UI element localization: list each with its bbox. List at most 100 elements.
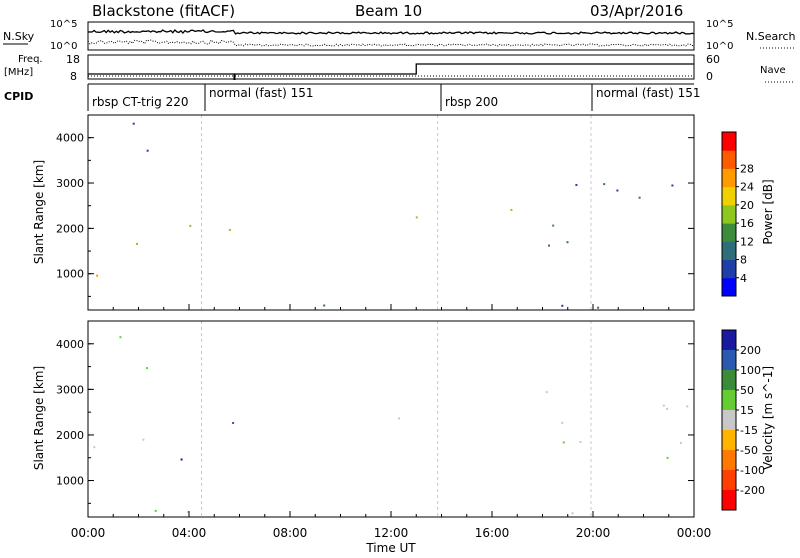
colorbar-frame [721, 131, 737, 297]
y-tick-label: 4000 [56, 338, 84, 351]
colorbar-swatch [722, 132, 736, 151]
heatmap-cell [510, 208, 513, 211]
heatmap-cell [415, 216, 418, 219]
colorbar-tick-label: 100 [740, 364, 761, 377]
freq-right-tick-bottom: 0 [706, 70, 713, 83]
colorbar-tick-label: -100 [740, 464, 765, 477]
x-tick-label: 08:00 [273, 526, 308, 540]
heatmap-cell [146, 149, 149, 152]
heatmap-cell [571, 512, 574, 515]
velocity-colorbar: 200 100 50 15 -15 -50 -100 -200 [721, 329, 765, 511]
colorbar-tick-label: 15 [740, 404, 754, 417]
heatmap-cell [93, 446, 96, 449]
freq-left-tick-top: 18 [66, 53, 80, 66]
colorbar-swatch [722, 150, 736, 169]
velocity-panel-bg [88, 321, 694, 517]
y-tick-label: 4000 [56, 132, 84, 145]
heatmap-cell [189, 224, 192, 227]
y-tick-label: 3000 [56, 177, 84, 190]
freq-panel-frame [87, 54, 695, 80]
colorbar-tick-label: -50 [740, 444, 758, 457]
noise-left-label: N.Sky [3, 30, 35, 43]
colorbar-swatch [722, 350, 736, 371]
cpid-segments: rbsp CT-trig 220 normal (fast) 151 rbsp 20… [87, 84, 700, 111]
time-x-axis: 00:00 04:00 08:00 12:00 16:00 20:00 00:00 [71, 304, 712, 540]
colorbar-swatch [722, 490, 736, 511]
heatmap-cell [561, 421, 564, 424]
velocity-grid [201, 321, 592, 517]
heatmap-cell [96, 274, 99, 277]
velocity-panel: 1000 2000 3000 4000 Slant Range [km] [32, 320, 695, 518]
heatmap-cell [398, 417, 400, 420]
power-grid [201, 115, 592, 310]
power-data [96, 122, 674, 309]
colorbar-swatch [722, 430, 736, 451]
heatmap-cell [187, 511, 190, 514]
x-axis-label: Time UT [365, 541, 416, 554]
noise-left-tick-bottom: 10^0 [50, 41, 77, 52]
heatmap-cell [597, 306, 600, 309]
colorbar-tick-label: 8 [740, 254, 747, 267]
station-title: Blackstone (fitACF) [92, 2, 235, 20]
freq-traces [88, 63, 694, 80]
y-tick-label: 1000 [56, 268, 84, 281]
velocity-y-label: Slant Range [km] [32, 366, 46, 470]
heatmap-cell [552, 224, 555, 227]
heatmap-cell [180, 458, 183, 461]
cpid-segment-label: rbsp CT-trig 220 [92, 95, 188, 109]
colorbar-swatch [722, 259, 736, 279]
heatmap-cell [666, 407, 669, 410]
colorbar-frame [721, 329, 737, 511]
power-y-label: Slant Range [km] [32, 160, 46, 264]
colorbar-tick-label: -200 [740, 484, 765, 497]
heatmap-cell [228, 228, 231, 231]
freq-right-label: Nave [760, 65, 786, 76]
power-panel-bg [88, 115, 694, 310]
colorbar-tick-label: 4 [740, 272, 747, 285]
y-tick-label: 2000 [56, 429, 84, 442]
heatmap-cell [323, 304, 326, 307]
noise-right-tick-bottom: 10^0 [706, 41, 733, 52]
colorbar-swatch [722, 390, 736, 411]
velocity-data [93, 336, 689, 515]
heatmap-cell [579, 441, 582, 443]
heatmap-cell [662, 404, 665, 407]
power-y-axis: 1000 2000 3000 4000 [56, 114, 694, 297]
x-tick-label: 00:00 [71, 526, 106, 540]
power-panel: 1000 2000 3000 4000 Slant Range [km] [32, 114, 695, 311]
heatmap-cell [638, 196, 641, 199]
heatmap-cell [132, 122, 135, 125]
x-tick-label: 00:00 [677, 526, 712, 540]
colorbar-swatch [722, 168, 736, 188]
colorbar-swatch [722, 470, 736, 491]
heatmap-cell [136, 242, 138, 245]
velocity-colorbar-label: Velocity [m s^-1] [761, 366, 775, 470]
power-colorbar-label: Power [dB] [761, 179, 775, 244]
y-tick-label: 3000 [56, 383, 84, 396]
heatmap-cell [603, 183, 606, 186]
freq-right-tick-top: 60 [706, 53, 720, 66]
heatmap-cell [548, 244, 550, 247]
y-tick-label: 1000 [56, 475, 84, 488]
heatmap-cell [146, 367, 148, 370]
date-title: 03/Apr/2016 [590, 2, 683, 20]
freq-left-tick-bottom: 8 [70, 70, 77, 83]
x-tick-label: 12:00 [374, 526, 409, 540]
x-tick-label: 16:00 [475, 526, 510, 540]
heatmap-cell [566, 241, 569, 244]
colorbar-tick-label: 20 [740, 199, 754, 212]
x-tick-label: 04:00 [172, 526, 207, 540]
colorbar-swatch [722, 204, 736, 224]
heatmap-cell [154, 509, 157, 512]
x-tick-label: 20:00 [576, 526, 611, 540]
heatmap-cell [679, 441, 682, 444]
heatmap-cell [666, 456, 669, 459]
colorbar-tick-label: 200 [740, 344, 761, 357]
noise-right-tick-top: 10^5 [706, 19, 733, 30]
colorbar-tick-label: 16 [740, 217, 754, 230]
colorbar-tick-label: 50 [740, 384, 754, 397]
y-tick-label: 2000 [56, 222, 84, 235]
colorbar-tick-label: 28 [740, 162, 754, 175]
cpid-segment-label: normal (fast) 151 [209, 86, 313, 100]
